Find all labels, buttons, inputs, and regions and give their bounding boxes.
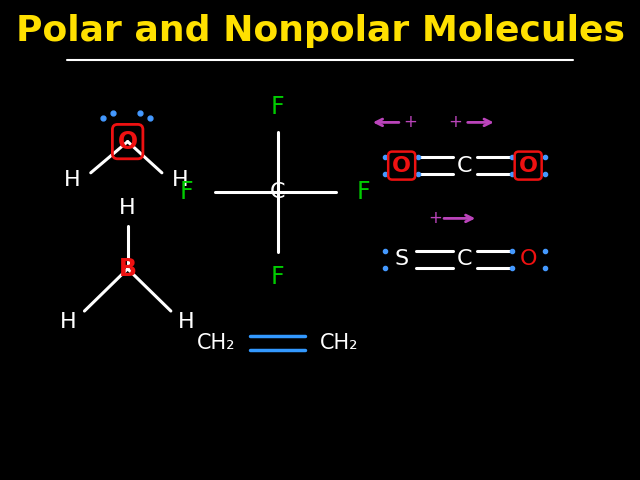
Text: H: H	[172, 170, 189, 190]
Text: B: B	[118, 257, 137, 281]
Text: H: H	[179, 312, 195, 332]
Text: C: C	[270, 182, 285, 202]
Text: O: O	[392, 156, 411, 176]
Text: F: F	[180, 180, 193, 204]
Text: +: +	[428, 209, 442, 228]
Text: O: O	[118, 130, 138, 154]
Text: CH₂: CH₂	[197, 333, 236, 353]
Text: S: S	[395, 249, 409, 269]
Text: H: H	[60, 312, 77, 332]
Text: +: +	[449, 113, 462, 132]
Text: O: O	[518, 156, 538, 176]
Text: +: +	[404, 113, 417, 132]
Text: O: O	[520, 249, 537, 269]
Text: H: H	[119, 198, 136, 218]
Text: F: F	[271, 95, 285, 119]
Text: F: F	[357, 180, 371, 204]
Text: CH₂: CH₂	[320, 333, 359, 353]
Text: Polar and Nonpolar Molecules: Polar and Nonpolar Molecules	[15, 14, 625, 48]
Text: F: F	[271, 265, 285, 289]
Text: C: C	[457, 249, 473, 269]
Text: H: H	[64, 170, 81, 190]
Text: C: C	[457, 156, 473, 176]
